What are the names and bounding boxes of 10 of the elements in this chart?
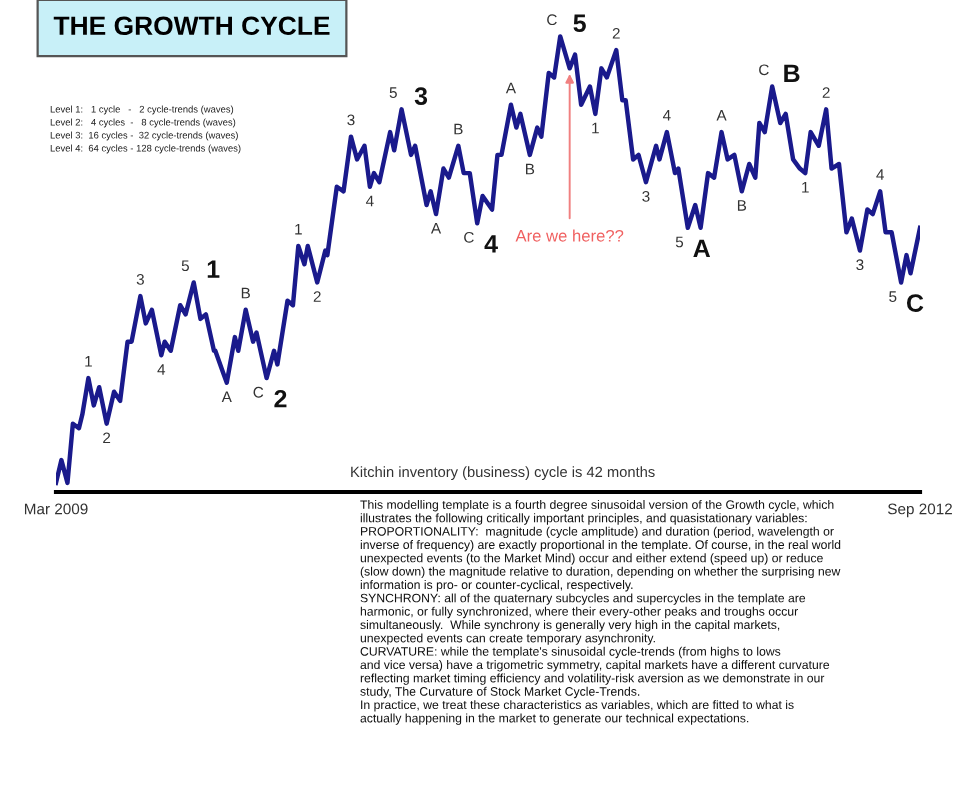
- chart-title: THE GROWTH CYCLE: [53, 16, 330, 36]
- annotation: C: [906, 294, 924, 312]
- annotation: 2: [274, 389, 287, 408]
- annotation: 4: [484, 235, 498, 253]
- annotation: B: [784, 64, 800, 82]
- annotation: 5: [573, 14, 586, 33]
- annotation: A: [693, 239, 711, 258]
- annotation: Are we here??: [515, 229, 624, 242]
- annotation: 3: [414, 87, 428, 105]
- annotation: 1: [207, 260, 220, 278]
